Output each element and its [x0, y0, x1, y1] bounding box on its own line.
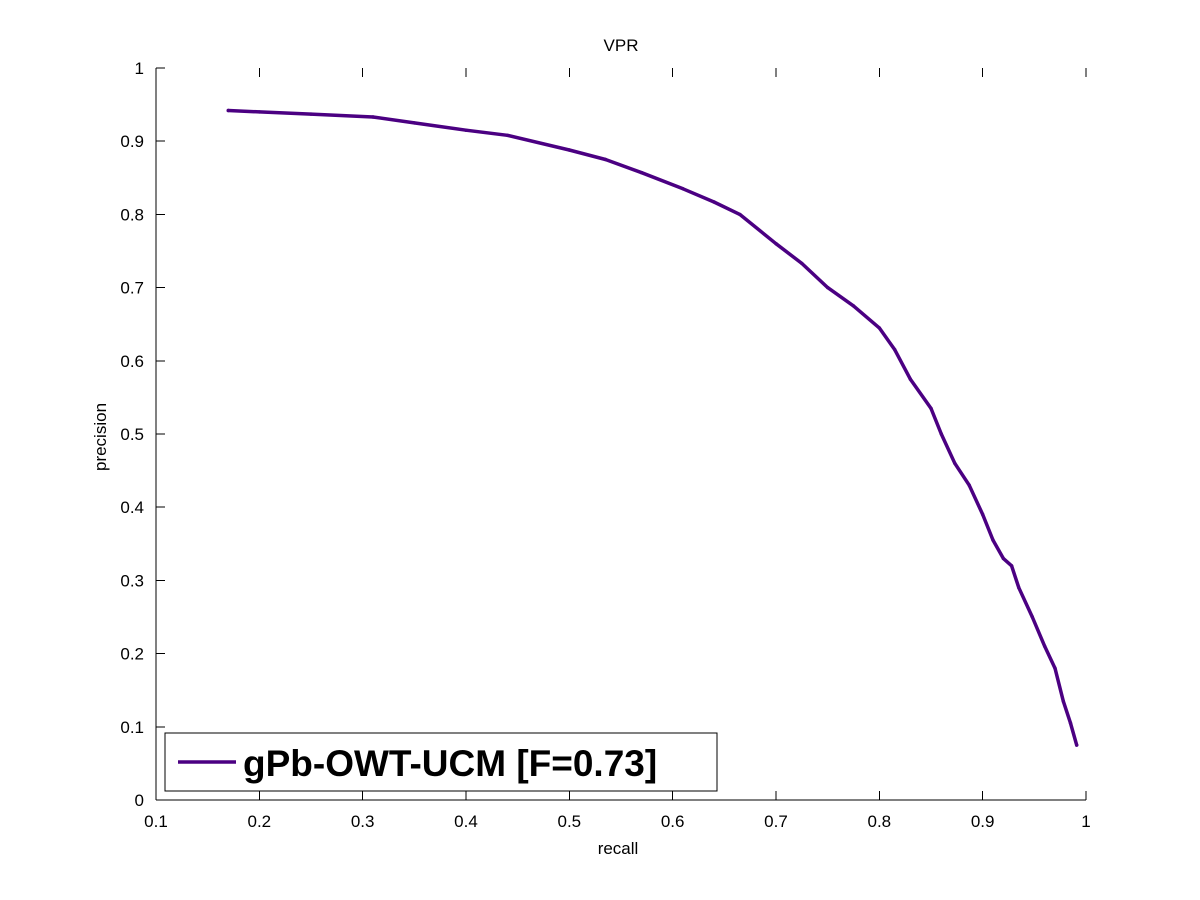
y-tick-label: 0.8: [120, 205, 144, 224]
x-tick-label: 1: [1081, 812, 1090, 831]
data-point: [1068, 721, 1073, 725]
data-point: [567, 148, 571, 152]
y-tick-label: 0.1: [120, 718, 144, 737]
x-tick-label: 0.9: [971, 812, 995, 831]
data-point: [505, 133, 509, 137]
legend-box: [164, 732, 718, 792]
data-point: [967, 483, 971, 487]
x-tick-label: 0.5: [558, 812, 582, 831]
data-point: [877, 326, 881, 330]
data-point: [851, 304, 856, 308]
chart-title: VPR: [604, 36, 639, 55]
data-point: [953, 461, 957, 465]
data-point: [893, 348, 897, 352]
data-point: [1061, 699, 1066, 703]
y-tick-label: 0.9: [120, 132, 144, 151]
data-point: [800, 261, 804, 266]
data-point: [939, 432, 943, 436]
y-tick-label: 0.2: [120, 645, 144, 664]
data-point: [371, 115, 375, 119]
data-point: [309, 112, 313, 116]
data-point: [603, 157, 608, 162]
x-tick-label: 0.3: [351, 812, 375, 831]
y-tick-label: 1: [135, 59, 144, 78]
legend-label: gPb-OWT-UCM [F=0.73]: [243, 743, 657, 784]
data-point: [1043, 644, 1047, 648]
data-point: [226, 108, 230, 113]
data-point: [1053, 666, 1057, 670]
series-layer: [226, 108, 1079, 747]
y-tick-label: 0.3: [120, 571, 144, 590]
x-tick-label: 0.4: [454, 812, 478, 831]
data-point: [1030, 615, 1035, 619]
x-tick-label: 0.8: [868, 812, 892, 831]
y-tick-label: 0.4: [120, 498, 144, 517]
y-tick-label: 0.7: [120, 279, 144, 298]
data-point: [981, 512, 985, 517]
y-tick-label: 0: [135, 791, 144, 810]
data-point: [1009, 564, 1014, 568]
legend: gPb-OWT-UCM [F=0.73]: [164, 732, 718, 792]
data-point: [738, 212, 742, 217]
x-tick-label: 0.2: [248, 812, 272, 831]
data-point: [681, 187, 685, 191]
x-axis-ticks: 0.1 0.2 0.3 0.4 0.5 0.6 0.7 0.8 0.9 1: [144, 68, 1091, 831]
data-point: [1075, 743, 1079, 747]
data-point: [929, 406, 933, 411]
plot-area: [156, 68, 1086, 800]
data-point: [826, 285, 830, 290]
y-tick-label: 0.5: [120, 425, 144, 444]
data-point: [991, 538, 995, 542]
data-point: [774, 242, 778, 246]
x-tick-label: 0.6: [661, 812, 685, 831]
data-point: [1001, 556, 1005, 561]
data-point: [257, 110, 261, 114]
x-tick-label: 0.7: [764, 812, 788, 831]
data-point: [1017, 586, 1021, 590]
y-tick-label: 0.6: [120, 352, 144, 371]
data-point: [908, 377, 912, 381]
data-point: [640, 171, 644, 175]
y-axis-ticks: 0 0.1 0.2 0.3 0.4 0.5 0.6 0.7 0.8 0.9 1: [120, 59, 165, 810]
y-axis-label: precision: [91, 403, 110, 471]
x-tick-label: 0.1: [144, 812, 168, 831]
data-point: [712, 200, 716, 204]
data-point: [464, 128, 468, 132]
data-point: [412, 121, 416, 125]
x-axis-label: recall: [598, 839, 639, 858]
